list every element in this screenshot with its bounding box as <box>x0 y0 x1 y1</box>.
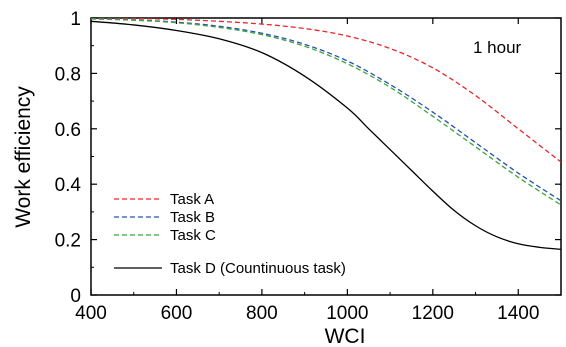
x-axis-title: WCI <box>325 325 366 347</box>
series-line-task-a <box>91 18 561 163</box>
legend-label: Task A <box>170 191 214 208</box>
x-tick-label: 1200 <box>412 303 454 324</box>
y-tick-label: 0.8 <box>55 64 81 85</box>
legend-label: Task B <box>170 209 215 226</box>
x-tick-label: 1400 <box>497 303 539 324</box>
x-tick-label: 800 <box>246 303 278 324</box>
legend-label: Task C <box>170 227 216 244</box>
y-tick-label: 0.2 <box>55 231 81 252</box>
y-tick-label: 0.4 <box>55 175 82 196</box>
plot-area <box>90 17 562 296</box>
series-line-task-d-countinuous-task <box>91 20 561 250</box>
plot-frame <box>90 17 562 296</box>
duration-annotation: 1 hour <box>473 38 522 57</box>
y-tick-label: 0 <box>70 286 81 307</box>
y-tick-label: 0.6 <box>55 120 81 141</box>
x-tick-label: 600 <box>161 303 193 324</box>
legend-label: Task D (Countinuous task) <box>170 260 346 277</box>
y-axis-title: Work efficiency <box>12 86 35 228</box>
y-tick-label: 1 <box>70 9 81 30</box>
series-line-task-c <box>91 18 561 206</box>
x-tick-label: 1000 <box>326 303 368 324</box>
x-tick-label: 400 <box>75 303 107 324</box>
